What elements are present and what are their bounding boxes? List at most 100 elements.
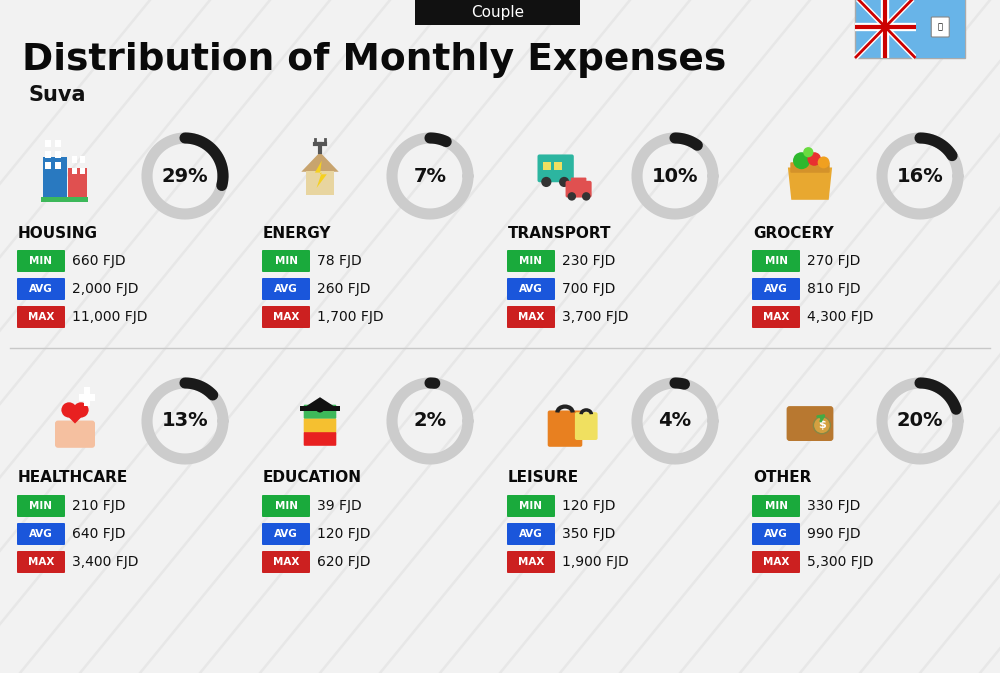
Text: AVG: AVG bbox=[274, 284, 298, 294]
Text: $: $ bbox=[818, 420, 826, 430]
Circle shape bbox=[316, 404, 324, 413]
Bar bbox=[55, 162, 61, 169]
Text: 620 FJD: 620 FJD bbox=[317, 555, 370, 569]
Bar bbox=[68, 168, 87, 200]
Text: MIN: MIN bbox=[765, 501, 788, 511]
Bar bbox=[554, 162, 562, 170]
FancyBboxPatch shape bbox=[575, 412, 598, 440]
Bar bbox=[543, 162, 551, 170]
Circle shape bbox=[807, 152, 821, 166]
Text: 16%: 16% bbox=[897, 166, 943, 186]
Text: MIN: MIN bbox=[274, 501, 298, 511]
Circle shape bbox=[559, 177, 569, 187]
Text: 660 FJD: 660 FJD bbox=[72, 254, 126, 268]
FancyBboxPatch shape bbox=[752, 250, 800, 272]
Polygon shape bbox=[315, 161, 327, 188]
Text: 4,300 FJD: 4,300 FJD bbox=[807, 310, 874, 324]
Circle shape bbox=[818, 156, 830, 168]
Text: 2,000 FJD: 2,000 FJD bbox=[72, 282, 138, 296]
Circle shape bbox=[813, 417, 830, 434]
FancyBboxPatch shape bbox=[262, 551, 310, 573]
Bar bbox=[45, 140, 51, 147]
Text: MAX: MAX bbox=[518, 312, 544, 322]
FancyBboxPatch shape bbox=[752, 495, 800, 517]
FancyBboxPatch shape bbox=[262, 523, 310, 545]
Text: 13%: 13% bbox=[162, 411, 208, 431]
Circle shape bbox=[803, 147, 813, 157]
Text: 39 FJD: 39 FJD bbox=[317, 499, 362, 513]
Text: 🦁: 🦁 bbox=[938, 22, 943, 32]
Bar bbox=[41, 197, 88, 201]
Bar bbox=[80, 156, 85, 164]
Text: LEISURE: LEISURE bbox=[508, 470, 579, 485]
Text: 270 FJD: 270 FJD bbox=[807, 254, 860, 268]
FancyBboxPatch shape bbox=[17, 551, 65, 573]
FancyBboxPatch shape bbox=[855, 0, 965, 58]
FancyBboxPatch shape bbox=[931, 17, 949, 37]
Polygon shape bbox=[788, 168, 832, 200]
FancyBboxPatch shape bbox=[262, 250, 310, 272]
Text: Couple: Couple bbox=[471, 5, 524, 20]
FancyBboxPatch shape bbox=[538, 154, 574, 182]
FancyBboxPatch shape bbox=[262, 278, 310, 300]
Text: 5,300 FJD: 5,300 FJD bbox=[807, 555, 874, 569]
Text: 330 FJD: 330 FJD bbox=[807, 499, 860, 513]
Text: 10%: 10% bbox=[652, 166, 698, 186]
Text: 210 FJD: 210 FJD bbox=[72, 499, 126, 513]
Text: 29%: 29% bbox=[162, 166, 208, 186]
FancyBboxPatch shape bbox=[507, 278, 555, 300]
Circle shape bbox=[582, 192, 590, 201]
Text: AVG: AVG bbox=[29, 529, 53, 539]
FancyBboxPatch shape bbox=[507, 306, 555, 328]
Text: 1,700 FJD: 1,700 FJD bbox=[317, 310, 384, 324]
Text: 11,000 FJD: 11,000 FJD bbox=[72, 310, 148, 324]
Text: 640 FJD: 640 FJD bbox=[72, 527, 126, 541]
Text: MIN: MIN bbox=[274, 256, 298, 266]
Text: HEALTHCARE: HEALTHCARE bbox=[18, 470, 128, 485]
Text: 120 FJD: 120 FJD bbox=[562, 499, 616, 513]
FancyBboxPatch shape bbox=[507, 523, 555, 545]
Text: MAX: MAX bbox=[518, 557, 544, 567]
Text: MIN: MIN bbox=[30, 501, 52, 511]
Text: 4%: 4% bbox=[658, 411, 692, 431]
Text: ENERGY: ENERGY bbox=[263, 225, 332, 240]
FancyBboxPatch shape bbox=[17, 278, 65, 300]
FancyBboxPatch shape bbox=[17, 495, 65, 517]
FancyBboxPatch shape bbox=[790, 162, 830, 173]
Text: AVG: AVG bbox=[29, 284, 53, 294]
Bar bbox=[43, 155, 47, 201]
FancyBboxPatch shape bbox=[304, 419, 336, 432]
Text: 78 FJD: 78 FJD bbox=[317, 254, 362, 268]
Bar bbox=[79, 394, 95, 400]
Text: MIN: MIN bbox=[520, 501, 542, 511]
Text: 3,700 FJD: 3,700 FJD bbox=[562, 310, 629, 324]
Polygon shape bbox=[303, 397, 337, 409]
Text: Suva: Suva bbox=[28, 85, 86, 105]
Bar bbox=[55, 151, 61, 158]
Polygon shape bbox=[61, 410, 89, 423]
Bar bbox=[43, 157, 66, 200]
FancyBboxPatch shape bbox=[548, 411, 582, 447]
Text: 810 FJD: 810 FJD bbox=[807, 282, 861, 296]
Text: AVG: AVG bbox=[274, 529, 298, 539]
Text: 2%: 2% bbox=[413, 411, 447, 431]
Text: 990 FJD: 990 FJD bbox=[807, 527, 861, 541]
FancyBboxPatch shape bbox=[752, 551, 800, 573]
FancyBboxPatch shape bbox=[262, 495, 310, 517]
Text: MAX: MAX bbox=[763, 557, 789, 567]
FancyBboxPatch shape bbox=[304, 432, 336, 446]
FancyBboxPatch shape bbox=[17, 250, 65, 272]
Text: TRANSPORT: TRANSPORT bbox=[508, 225, 612, 240]
FancyBboxPatch shape bbox=[262, 306, 310, 328]
Text: OTHER: OTHER bbox=[753, 470, 811, 485]
Text: 260 FJD: 260 FJD bbox=[317, 282, 370, 296]
Bar bbox=[72, 168, 77, 174]
Text: MIN: MIN bbox=[30, 256, 52, 266]
Text: 700 FJD: 700 FJD bbox=[562, 282, 615, 296]
Text: MAX: MAX bbox=[28, 557, 54, 567]
FancyBboxPatch shape bbox=[304, 404, 336, 419]
Text: MIN: MIN bbox=[520, 256, 542, 266]
Circle shape bbox=[73, 402, 89, 418]
FancyBboxPatch shape bbox=[17, 523, 65, 545]
Circle shape bbox=[541, 177, 551, 187]
